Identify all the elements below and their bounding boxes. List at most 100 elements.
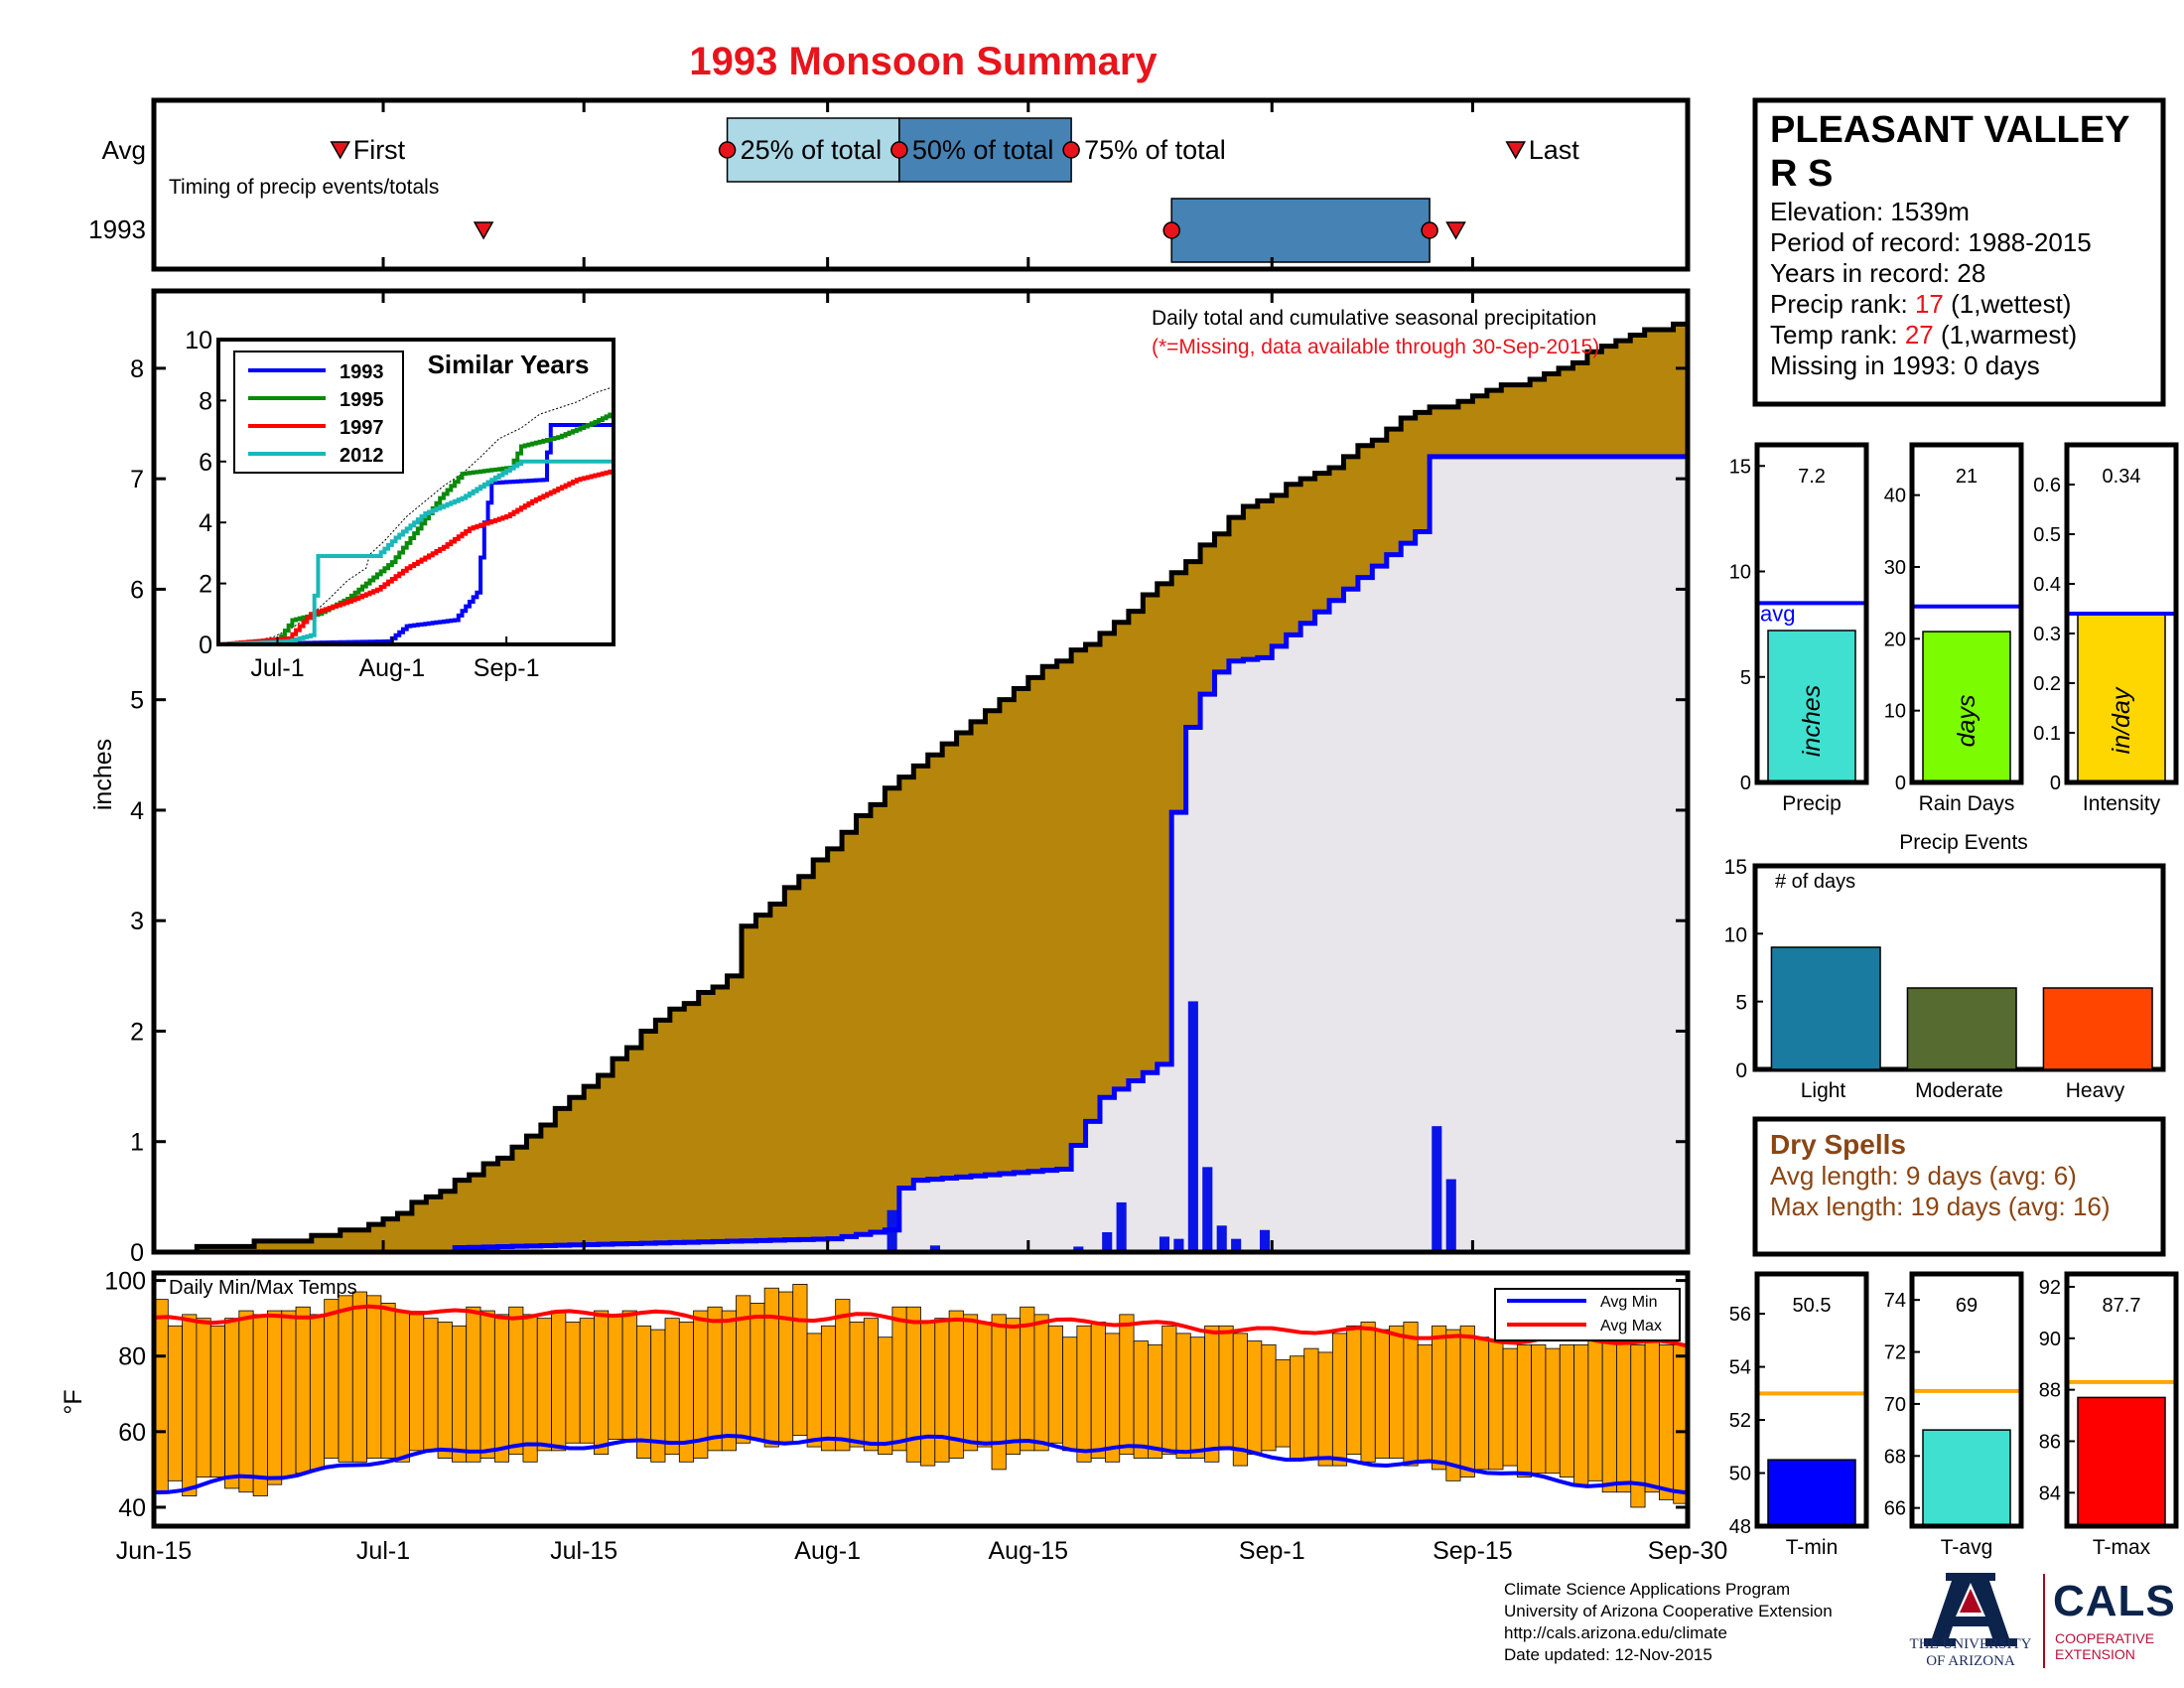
daily-precip-bar	[1073, 1246, 1084, 1252]
event-category-label: Heavy	[2066, 1079, 2125, 1102]
timing-avg-box-50-75	[898, 117, 1072, 183]
panel-ytick-label: 90	[2039, 1329, 2061, 1350]
daily-temp-bar	[1616, 1340, 1632, 1493]
timing-year-box	[1170, 198, 1431, 263]
panel-t_avg: 66 68 70 72 74 69 T-avg	[1884, 1271, 2024, 1559]
daily-temp-bar	[608, 1314, 623, 1440]
panel-ytick-label: 56	[1729, 1304, 1751, 1326]
panel-ytick-label: 0	[2050, 773, 2061, 794]
temps-ytick-label: 100	[104, 1268, 146, 1296]
panel-ytick-label: 66	[1884, 1498, 1906, 1520]
daily-temp-bar	[1204, 1325, 1220, 1463]
panel-value-bar	[2077, 1396, 2166, 1527]
timing-avg-75-marker	[1062, 141, 1080, 159]
university-of-arizona-logo-icon	[1924, 1573, 2017, 1646]
timing-label-avg: Avg	[102, 135, 146, 165]
daily-temp-bar	[1516, 1343, 1533, 1477]
daily-temp-bar	[664, 1318, 680, 1456]
panel-ytick-label: 40	[1884, 486, 1906, 507]
daily-temp-bar	[1290, 1355, 1305, 1459]
panel-category-label: T-min	[1786, 1536, 1839, 1559]
inset-xtick-label: Aug-1	[358, 654, 425, 682]
timing-avg-25-marker	[718, 141, 737, 159]
daily-temp-bar	[182, 1314, 198, 1496]
daily-temp-bar	[1261, 1343, 1277, 1452]
timing-label-75: 75% of total	[1084, 135, 1226, 165]
panel-value-label: 50.5	[1793, 1295, 1832, 1317]
daily-temp-bar	[1317, 1351, 1333, 1467]
daily-temp-bar	[1587, 1336, 1603, 1481]
inset-ytick-label: 2	[199, 571, 212, 599]
panel-ytick-label: 10	[1729, 562, 1751, 584]
main-ytick-label: 1	[130, 1129, 144, 1157]
timing-panel: Avg 1993 Timing of precip events/totals …	[88, 97, 1691, 272]
daily-temp-bar	[579, 1318, 595, 1444]
ua-line1: THE UNIVERSITY	[1909, 1636, 2032, 1652]
daily-temp-bar	[1105, 1333, 1121, 1463]
main-ytick-label: 7	[130, 466, 144, 493]
panel-ytick-label: 0.1	[2033, 723, 2061, 745]
daily-temp-bar	[437, 1322, 453, 1459]
figure-title: 1993 Monsoon Summary	[689, 40, 1158, 83]
daily-temp-bar	[196, 1318, 211, 1477]
cals-logo: CALS	[2053, 1577, 2176, 1625]
panel-ytick-label: 72	[1884, 1342, 1906, 1364]
station-precip-rank: Precip rank: 17 (1,wettest)	[1770, 289, 2071, 319]
timing-label-year: 1993	[88, 214, 146, 244]
main-ytick-label: 3	[130, 908, 144, 935]
daily-temp-bar	[1119, 1314, 1135, 1456]
temp-rank-value: 27	[1905, 320, 1934, 350]
daily-precip-bar	[1445, 1179, 1456, 1252]
inset-xtick-label: Sep-1	[474, 654, 540, 682]
timing-year-25-marker	[1162, 221, 1180, 239]
timing-avg-last-marker	[1505, 141, 1527, 160]
temps-ytick-label: 40	[118, 1494, 146, 1522]
panel-category-label: Intensity	[2083, 792, 2161, 815]
daily-temp-bar	[551, 1310, 567, 1452]
daily-temp-bar	[1331, 1333, 1348, 1467]
panel-ytick-label: 48	[1729, 1516, 1751, 1538]
daily-temp-bar	[1573, 1343, 1589, 1485]
daily-temp-bar	[1559, 1343, 1574, 1477]
xaxis-tick-label: Sep-30	[1648, 1537, 1728, 1565]
daily-temp-bar	[835, 1299, 851, 1452]
panel-t_min: 48 50 52 54 56 50.5 T-min	[1729, 1271, 1869, 1559]
daily-temp-bar	[1459, 1325, 1475, 1477]
temps-legend-box	[1494, 1288, 1681, 1341]
dry-spells-box: Dry Spells Avg length: 9 days (avg: 6) M…	[1752, 1116, 2166, 1257]
ua-line2: OF ARIZONA	[1926, 1653, 2015, 1669]
daily-temp-bar	[493, 1314, 510, 1463]
panel-unit-label: inches	[1798, 685, 1826, 757]
daily-temp-bar	[635, 1325, 652, 1459]
daily-temp-bar	[281, 1310, 297, 1477]
daily-temp-bar	[693, 1310, 709, 1459]
daily-temp-bar	[806, 1333, 822, 1448]
daily-temp-bar	[466, 1306, 481, 1463]
panel-ytick-label: 70	[1884, 1394, 1906, 1416]
similar-years-inset: 0 2 4 6 8 10 Jul-1 Aug-1 Sep-1 Similar Years 199…	[185, 327, 615, 682]
events-ytick-label: 5	[1735, 992, 1747, 1015]
credits-line2: University of Arizona Cooperative Extens…	[1504, 1602, 1833, 1620]
panel-unit-label: in/day	[2108, 686, 2135, 754]
panel-category-label: Rain Days	[1919, 792, 2015, 815]
timing-label-25: 25% of total	[741, 135, 883, 165]
avg-cumulative-line	[154, 318, 1691, 1255]
daily-temp-bar	[849, 1322, 865, 1448]
panel-ytick-label: 0.4	[2033, 574, 2061, 596]
inset-ytick-label: 6	[199, 449, 212, 477]
precip-events-chart: Precip Events # of days Light Moderate Hea…	[1724, 831, 2166, 1102]
legend-label-avg-min: Avg Min	[1600, 1294, 1658, 1311]
daily-temp-bar	[1374, 1329, 1390, 1459]
events-ytick-label: 0	[1735, 1059, 1747, 1082]
daily-temp-bar	[252, 1314, 268, 1496]
cals-line1: COOPERATIVE	[2055, 1630, 2155, 1646]
temps-title: Daily Min/Max Temps	[169, 1277, 357, 1299]
temp-rank-prefix: Temp rank:	[1770, 320, 1905, 350]
daily-temp-bar	[224, 1318, 240, 1489]
daily-temp-bar	[1403, 1322, 1419, 1467]
daily-temp-bar	[621, 1310, 637, 1440]
inset-ytick-label: 0	[199, 632, 212, 659]
timing-label-50: 50% of total	[912, 135, 1054, 165]
panel-rain_days: 0 10 20 30 40 21 Rain Days days	[1884, 442, 2024, 815]
